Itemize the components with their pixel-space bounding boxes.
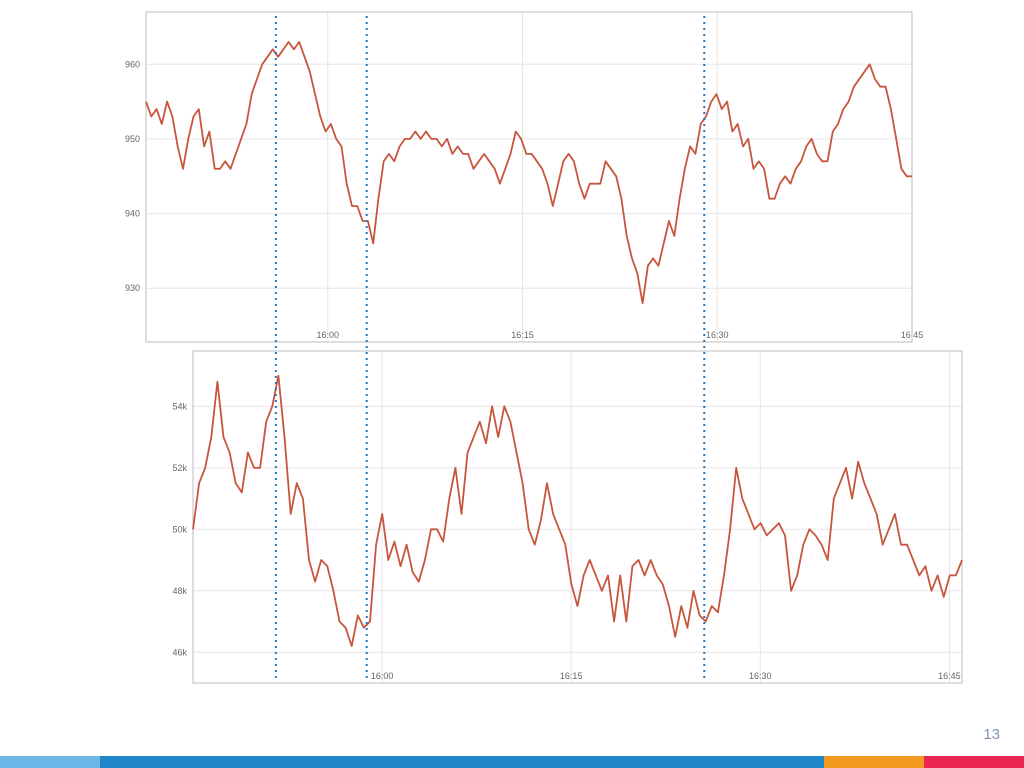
chart2-frame xyxy=(192,350,963,684)
chart1-series-line xyxy=(145,41,912,305)
chart1-frame xyxy=(145,11,913,343)
footer-segment-orange xyxy=(824,756,924,768)
chart2-xtick-label: 16:45 xyxy=(938,671,961,681)
chart2-xtick-label: 16:15 xyxy=(560,671,583,681)
chart1-xtick-label: 16:00 xyxy=(316,330,339,340)
footer-segment-red xyxy=(924,756,1024,768)
chart1-ytick-label: 940 xyxy=(125,209,140,219)
chart2-ytick-label: 46k xyxy=(172,647,187,657)
chart2-series-line xyxy=(192,374,963,647)
chart1-xtick-label: 16:15 xyxy=(511,330,534,340)
chart1-ytick-label: 950 xyxy=(125,134,140,144)
chart1-ytick-label: 960 xyxy=(125,59,140,69)
chart1-xtick-label: 16:30 xyxy=(706,330,729,340)
footer-segment-blue xyxy=(100,756,824,768)
chart2-ytick-label: 50k xyxy=(172,524,187,534)
footer-segment-light-blue xyxy=(0,756,100,768)
footer-color-bar xyxy=(0,756,1024,768)
chart2-ytick-label: 48k xyxy=(172,586,187,596)
chart2-xtick-label: 16:30 xyxy=(749,671,772,681)
page-number: 13 xyxy=(983,726,1000,743)
chart2-ytick-label: 54k xyxy=(172,401,187,411)
chart2-ytick-label: 52k xyxy=(172,463,187,473)
chart1-ytick-label: 930 xyxy=(125,283,140,293)
chart2-xtick-label: 16:00 xyxy=(371,671,394,681)
